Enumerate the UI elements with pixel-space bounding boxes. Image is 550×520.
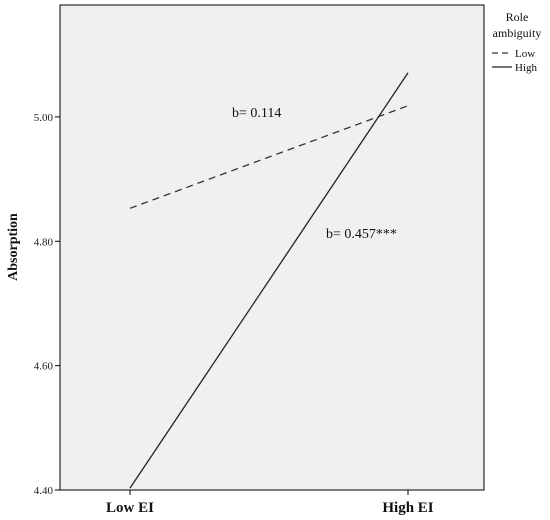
y-tick-label: 4.80 <box>34 236 54 248</box>
y-tick-label: 4.60 <box>34 361 54 373</box>
legend: Role ambiguity Low High <box>492 10 541 74</box>
plot-area <box>59 4 485 491</box>
x-category-label: High EI <box>382 500 433 516</box>
annotation-low: b= 0.114 <box>232 106 281 121</box>
x-axis-ticks: Low EI High EI <box>106 490 434 516</box>
legend-label-low: Low <box>515 48 535 60</box>
legend-title-line-1: Role <box>506 10 529 24</box>
series-layer <box>129 72 409 489</box>
y-axis-title: Absorption <box>6 213 21 281</box>
y-tick-label: 4.40 <box>34 485 54 497</box>
legend-title-line-2: ambiguity <box>493 26 542 40</box>
y-axis-ticks: 4.40 4.60 4.80 5.00 <box>34 112 60 497</box>
series-line-high <box>129 72 409 489</box>
legend-label-high: High <box>515 62 538 74</box>
x-category-label: Low EI <box>106 500 154 516</box>
y-tick-label: 5.00 <box>34 112 54 124</box>
annotation-high: b= 0.457*** <box>326 227 397 242</box>
series-line-low <box>129 105 409 209</box>
